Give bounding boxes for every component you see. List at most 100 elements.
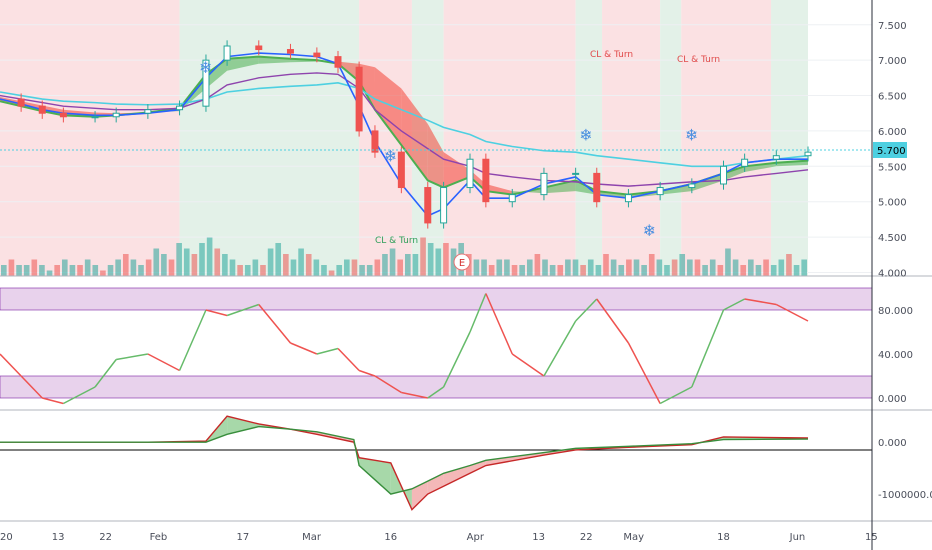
ribbon-segment [543, 180, 576, 194]
snowflake-icon: ❄ [384, 147, 397, 166]
overbought-band [0, 287, 873, 311]
candle-body [688, 183, 696, 189]
volume-bar [305, 254, 312, 276]
volume-bar [206, 237, 213, 276]
volume-bar [92, 265, 99, 276]
oscillator-segment [775, 303, 809, 322]
oscillator-segment [723, 298, 745, 311]
oscillator-line [0, 293, 809, 405]
volume-bar [100, 270, 106, 276]
volume-bar [770, 265, 777, 276]
oscillator-segment [147, 353, 180, 372]
oscillator-segment [226, 303, 260, 317]
oscillator-tick-label: 0.000 [878, 394, 907, 405]
price-tick-label: 4.500 [878, 233, 907, 244]
oscillator-segment [316, 347, 339, 355]
price-tick-label: 5.000 [878, 198, 907, 209]
volume-bar [183, 248, 190, 276]
ribbon-segment [723, 166, 745, 181]
oscillator-segment [427, 386, 445, 399]
ma-purple-line [0, 72, 809, 187]
volume-bar [618, 265, 625, 276]
volume-bar [107, 265, 114, 276]
price-tick-label: 6.500 [878, 92, 907, 103]
volume-bar [130, 259, 137, 276]
volume-bar [565, 259, 571, 276]
oscillator-segment [596, 298, 630, 344]
cl-turn-label-3: CL & Turn [375, 236, 418, 246]
volume-bar [23, 265, 30, 276]
candle-body [355, 66, 363, 132]
volume-bar [648, 254, 655, 276]
candle-body [440, 187, 448, 224]
oscillator-segment [691, 309, 725, 388]
candle-body [371, 130, 379, 153]
volume-bar [283, 254, 289, 276]
time-tick-label: 15 [865, 532, 878, 543]
volume-bar [313, 259, 320, 276]
volume-bar [115, 259, 121, 276]
volume-bar [610, 259, 617, 276]
price-tick-label: 6.000 [878, 127, 907, 138]
signal-markers: ❄ ❄ ❄ ❄ ❄ [199, 58, 698, 240]
regime-band [602, 0, 661, 276]
candle-body [176, 105, 184, 111]
volume-bar [496, 259, 503, 276]
time-tick-label: Mar [302, 532, 322, 543]
ribbon-segment [401, 88, 428, 181]
regime-band [660, 0, 682, 276]
volume-bar [549, 265, 556, 276]
volume-bar [412, 254, 419, 276]
volume-bar [122, 254, 129, 276]
regime-band [681, 0, 772, 276]
oscillator-segment [258, 304, 292, 344]
time-tick-label: 13 [52, 532, 65, 543]
oscillator-segment [94, 359, 117, 388]
volume-bar [504, 259, 510, 276]
momentum-axis[interactable]: 0.000 -1000000.000 [878, 438, 932, 501]
volume-bar [244, 265, 251, 276]
regime-band [0, 0, 180, 276]
volume-bar [16, 265, 22, 276]
volume-bar [481, 259, 487, 276]
volume-bar [191, 254, 198, 276]
oscillator-segment [374, 375, 402, 394]
time-tick-label: 2020 [0, 532, 13, 543]
ma-cyan-line [0, 81, 809, 168]
volume-bar [587, 259, 594, 276]
time-axis[interactable]: 2020 13 22 Feb 17 Mar 16 Apr 13 22 May 18 Jun 15 [0, 532, 878, 543]
volume-bar [31, 259, 38, 276]
volume-bar [199, 243, 205, 276]
last-price-value: 5.700 [877, 146, 906, 157]
price-axis[interactable]: 7.500 7.000 6.500 6.000 5.500 5.000 4.500 4.000 [878, 21, 907, 280]
volume-bar [405, 254, 411, 276]
regime-band [179, 0, 360, 276]
time-tick-label: May [623, 532, 644, 543]
oscillator-axis[interactable]: 80.000 40.000 0.000 [878, 306, 913, 405]
oscillator-segment [205, 309, 228, 317]
volume-bar [252, 259, 259, 276]
oscillator-segment [659, 386, 693, 405]
candle-body [720, 165, 728, 185]
volume-bar [427, 243, 434, 276]
ribbon-segment [359, 63, 375, 110]
earnings-marker[interactable]: E [453, 253, 471, 271]
oscillator-segment [116, 353, 148, 361]
regime-band [443, 0, 576, 276]
oscillator-segment [543, 320, 577, 377]
oscillator-tick-label: 40.000 [878, 350, 913, 361]
candle-body [144, 109, 152, 114]
volume-bar [374, 259, 381, 276]
momentum-fill [443, 465, 471, 487]
earnings-marker-label: E [459, 258, 465, 269]
time-tick-label: 22 [580, 532, 593, 543]
volume-bar [748, 259, 754, 276]
volume-bar [153, 248, 160, 276]
volume-bar [626, 259, 632, 276]
volume-bar [1, 265, 7, 276]
candle-body [466, 158, 474, 189]
volume-bar [763, 259, 769, 276]
cl-turn-label-1: CL & Turn [590, 50, 633, 60]
momentum-tick-label: -1000000.000 [878, 490, 932, 501]
